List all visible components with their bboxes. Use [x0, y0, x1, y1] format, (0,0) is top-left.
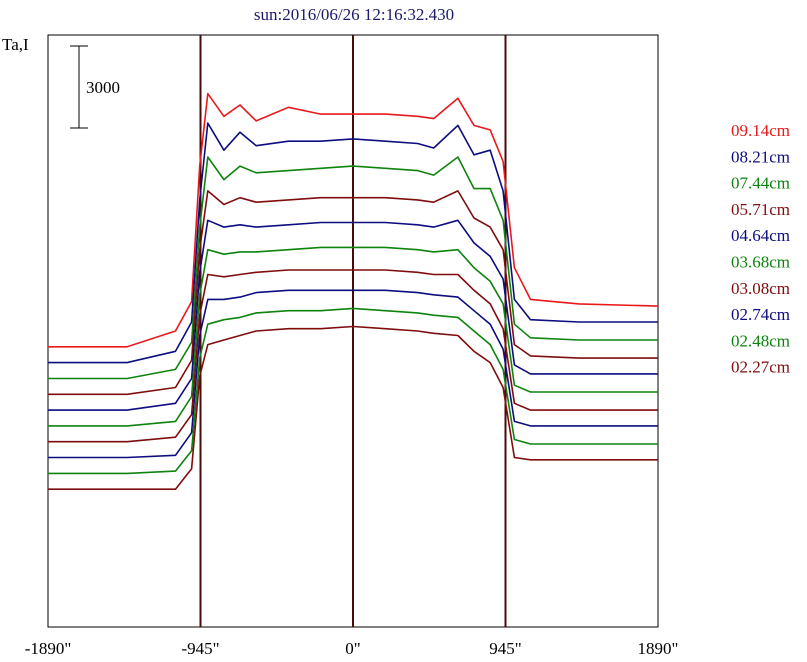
series-line-09.14cm	[48, 92, 659, 348]
scale-bar: 3000	[70, 45, 120, 129]
legend-entry: 04.64cm	[731, 226, 790, 245]
legend-entry: 02.27cm	[731, 358, 790, 377]
legend-entry: 02.74cm	[731, 305, 790, 324]
series-line-03.68cm	[48, 246, 658, 427]
x-tick-labels: -1890" -945" 0" 945" 1890"	[25, 639, 679, 658]
legend: 09.14cm 08.21cm 07.44cm 05.71cm 04.64cm 03.68…	[731, 121, 790, 377]
x-tick-label: 1890"	[638, 639, 679, 658]
series-line-04.64cm	[48, 219, 658, 411]
series-lines	[48, 92, 659, 490]
legend-entry: 03.68cm	[731, 253, 790, 272]
y-axis-label: Ta,I	[2, 35, 29, 54]
legend-entry: 07.44cm	[731, 174, 790, 193]
vertical-markers	[199, 35, 507, 627]
legend-entry: 02.48cm	[731, 331, 790, 350]
series-line-02.27cm	[48, 325, 658, 490]
x-tick-label: 0"	[345, 639, 360, 658]
x-tick-label: -945"	[181, 639, 219, 658]
series-line-02.74cm	[48, 289, 658, 459]
x-tick-label: -1890"	[25, 639, 72, 658]
legend-entry: 05.71cm	[731, 200, 790, 219]
legend-entry: 08.21cm	[731, 147, 790, 166]
series-line-08.21cm	[48, 122, 658, 364]
scale-bar-label: 3000	[86, 78, 120, 97]
x-tick-label: 945"	[489, 639, 521, 658]
series-line-05.71cm	[48, 190, 658, 396]
series-line-07.44cm	[48, 156, 658, 380]
chart-title: sun:2016/06/26 12:16:32.430	[254, 5, 454, 24]
series-line-03.08cm	[48, 269, 658, 443]
legend-entry: 03.08cm	[731, 279, 790, 298]
legend-entry: 09.14cm	[731, 121, 790, 140]
series-line-02.48cm	[48, 307, 658, 475]
